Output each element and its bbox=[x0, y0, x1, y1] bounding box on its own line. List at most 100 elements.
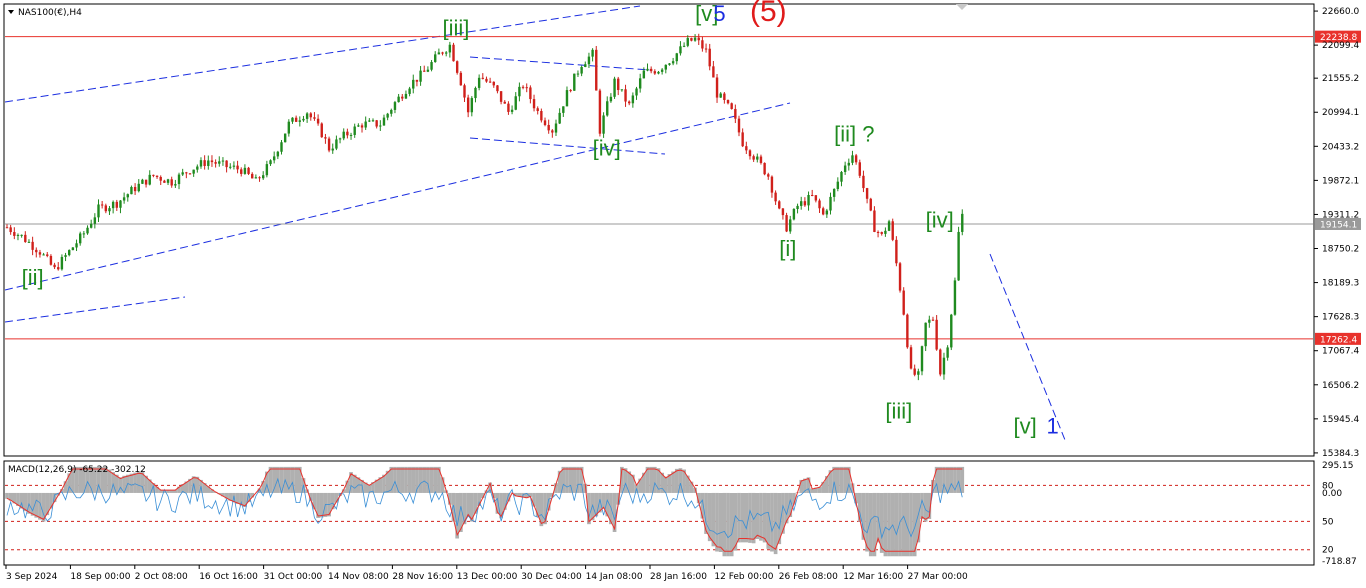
candle-body bbox=[148, 174, 151, 185]
candle-body bbox=[562, 106, 565, 113]
candle-body bbox=[441, 52, 444, 54]
candle-body bbox=[283, 133, 287, 143]
candle-body bbox=[313, 117, 316, 119]
candle-body bbox=[481, 77, 484, 79]
candle-body bbox=[565, 90, 569, 107]
candle-body bbox=[499, 91, 503, 102]
candle-body bbox=[371, 120, 375, 122]
candle-body bbox=[243, 167, 247, 174]
time-tick-label: 18 Sep 00:00 bbox=[70, 572, 130, 582]
candle-body bbox=[423, 70, 426, 72]
candle-body bbox=[214, 162, 217, 164]
candle-body bbox=[931, 319, 935, 321]
candle-body bbox=[503, 101, 506, 104]
candle-body bbox=[426, 69, 430, 72]
macd-tick-label: -718.87 bbox=[1322, 557, 1357, 567]
candle-body bbox=[254, 177, 258, 179]
candle-body bbox=[946, 347, 949, 358]
candle-body bbox=[382, 117, 386, 126]
candle-body bbox=[452, 44, 455, 62]
candle-body bbox=[218, 161, 221, 164]
candle-body bbox=[840, 171, 843, 182]
candle-body bbox=[272, 156, 276, 161]
candle-body bbox=[734, 108, 737, 119]
wave-label-6: [i] bbox=[779, 236, 796, 261]
candle-body bbox=[554, 123, 558, 133]
candle-body bbox=[251, 173, 254, 179]
symbol-header: NAS100(€),H4 bbox=[18, 8, 82, 18]
candle-body bbox=[737, 118, 741, 133]
candle-body bbox=[576, 73, 580, 75]
candle-body bbox=[774, 192, 777, 202]
price-tick-label: 18750.2 bbox=[1322, 245, 1359, 255]
candle-body bbox=[353, 126, 356, 135]
candle-body bbox=[31, 241, 34, 250]
candle-body bbox=[961, 213, 964, 232]
candle-body bbox=[693, 37, 697, 41]
candle-body bbox=[873, 210, 876, 232]
candle-body bbox=[5, 227, 9, 229]
candle-body bbox=[821, 208, 825, 215]
wave-label-3: [v] bbox=[695, 1, 718, 26]
candle-body bbox=[880, 232, 883, 234]
candle-body bbox=[763, 162, 766, 175]
candle-body bbox=[854, 155, 858, 163]
wave-label-2: [iv] bbox=[593, 136, 621, 161]
candle-body bbox=[470, 98, 474, 113]
candle-body bbox=[247, 167, 250, 174]
candle-body bbox=[869, 198, 872, 211]
candle-body bbox=[404, 93, 408, 99]
candle-body bbox=[346, 131, 349, 136]
candle-body bbox=[104, 205, 108, 212]
level-tag-text-1: 17262.4 bbox=[1320, 335, 1357, 345]
candle-body bbox=[825, 210, 829, 215]
candle-body bbox=[909, 347, 913, 369]
candle-body bbox=[620, 89, 624, 91]
candle-body bbox=[477, 77, 481, 88]
dropdown-arrow-icon[interactable] bbox=[8, 10, 14, 14]
candle-body bbox=[730, 103, 733, 109]
price-tick-label: 21555.2 bbox=[1322, 74, 1359, 84]
candle-body bbox=[309, 113, 312, 118]
candle-body bbox=[115, 201, 118, 208]
trendline-2 bbox=[4, 296, 186, 323]
candle-body bbox=[338, 138, 342, 140]
time-axis: 3 Sep 2024 18 Sep 00:00 2 Oct 08:00 16 Oct … bbox=[5, 565, 968, 582]
candle-body bbox=[16, 234, 20, 236]
level-tag-text-2: 19154.1 bbox=[1320, 220, 1357, 230]
candle-body bbox=[715, 77, 719, 98]
candle-body bbox=[89, 223, 93, 228]
candle-body bbox=[474, 87, 477, 99]
candle-body bbox=[789, 219, 792, 232]
candle-body bbox=[679, 46, 682, 54]
candle-body bbox=[942, 357, 946, 375]
candle-body bbox=[360, 125, 364, 128]
candle-body bbox=[708, 48, 711, 67]
candle-body bbox=[598, 90, 602, 134]
price-tick-label: 18189.3 bbox=[1322, 279, 1359, 289]
candle-body bbox=[682, 45, 686, 47]
candle-body bbox=[686, 38, 689, 46]
candle-body bbox=[745, 146, 748, 151]
candle-body bbox=[858, 162, 861, 176]
wave-label-8: [iii] bbox=[885, 399, 912, 424]
candle-body bbox=[68, 250, 71, 256]
candle-body bbox=[455, 61, 459, 73]
price-tick-label: 19311.2 bbox=[1322, 210, 1359, 220]
candle-body bbox=[108, 208, 111, 212]
candle-body bbox=[649, 68, 653, 72]
candle-body bbox=[375, 120, 378, 127]
candle-body bbox=[664, 64, 667, 70]
candle-body bbox=[13, 232, 16, 236]
trendline-4 bbox=[469, 137, 666, 155]
candle-body bbox=[628, 101, 631, 104]
time-tick-label: 26 Feb 08:00 bbox=[779, 572, 838, 582]
candle-body bbox=[240, 169, 243, 174]
macd-panel: 295.15 800.00 50 20-718.87 bbox=[5, 461, 1357, 567]
candle-body bbox=[781, 208, 785, 216]
scroll-marker-icon[interactable] bbox=[956, 4, 968, 10]
candle-body bbox=[166, 179, 170, 183]
candle-body bbox=[203, 160, 206, 166]
candle-body bbox=[93, 217, 97, 224]
